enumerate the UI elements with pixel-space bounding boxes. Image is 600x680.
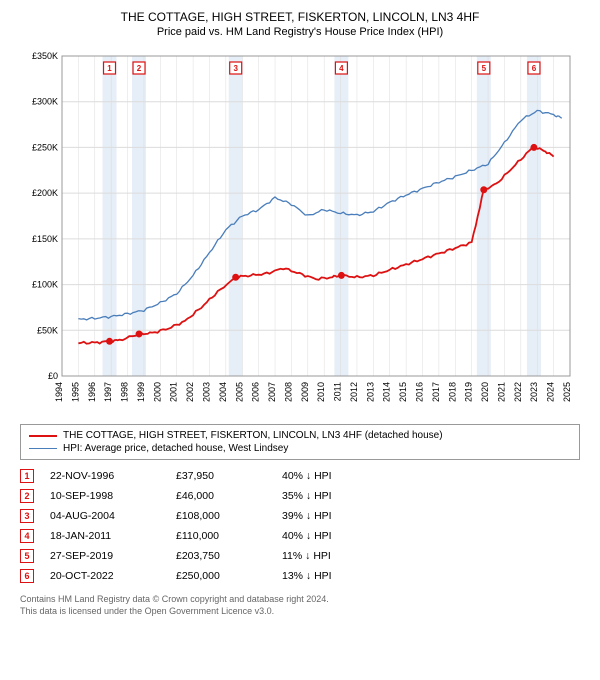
svg-text:2022: 2022 — [513, 382, 523, 402]
attribution: Contains HM Land Registry data © Crown c… — [20, 594, 580, 617]
sale-marker: 5 — [20, 549, 34, 563]
sale-diff: 35% ↓ HPI — [282, 490, 392, 502]
sale-date: 27-SEP-2019 — [50, 550, 160, 562]
sale-row: 5 27-SEP-2019 £203,750 11% ↓ HPI — [20, 546, 580, 566]
sale-marker: 6 — [20, 569, 34, 583]
svg-text:2014: 2014 — [382, 382, 392, 402]
sale-price: £108,000 — [176, 510, 266, 522]
svg-text:1999: 1999 — [136, 382, 146, 402]
svg-text:2017: 2017 — [431, 382, 441, 402]
svg-text:5: 5 — [482, 64, 487, 73]
sale-date: 10-SEP-1998 — [50, 490, 160, 502]
sale-marker: 3 — [20, 509, 34, 523]
svg-text:1997: 1997 — [103, 382, 113, 402]
svg-text:2018: 2018 — [447, 382, 457, 402]
svg-text:2001: 2001 — [169, 382, 179, 402]
sale-diff: 39% ↓ HPI — [282, 510, 392, 522]
svg-text:2006: 2006 — [251, 382, 261, 402]
svg-text:£250K: £250K — [32, 142, 58, 152]
sale-date: 04-AUG-2004 — [50, 510, 160, 522]
svg-text:2012: 2012 — [349, 382, 359, 402]
svg-text:£100K: £100K — [32, 280, 58, 290]
svg-text:2005: 2005 — [234, 382, 244, 402]
sale-date: 20-OCT-2022 — [50, 570, 160, 582]
chart-subtitle: Price paid vs. HM Land Registry's House … — [10, 26, 590, 38]
chart-area: 1 2 3 4 5 6 £0 £50K £100K £150K £200K £250K £300K £35… — [20, 46, 580, 416]
svg-text:2: 2 — [137, 64, 142, 73]
svg-text:2024: 2024 — [546, 382, 556, 402]
sale-price: £203,750 — [176, 550, 266, 562]
svg-text:3: 3 — [233, 64, 238, 73]
sale-price: £37,950 — [176, 470, 266, 482]
svg-text:1994: 1994 — [54, 382, 64, 402]
svg-text:1995: 1995 — [70, 382, 80, 402]
legend-item: THE COTTAGE, HIGH STREET, FISKERTON, LIN… — [29, 429, 571, 442]
legend-item: HPI: Average price, detached house, West… — [29, 442, 571, 455]
sale-date: 18-JAN-2011 — [50, 530, 160, 542]
svg-text:1: 1 — [107, 64, 112, 73]
svg-text:2015: 2015 — [398, 382, 408, 402]
svg-text:2003: 2003 — [201, 382, 211, 402]
sale-marker: 1 — [20, 469, 34, 483]
svg-text:1996: 1996 — [87, 382, 97, 402]
svg-text:2013: 2013 — [365, 382, 375, 402]
svg-text:2023: 2023 — [529, 382, 539, 402]
svg-text:£300K: £300K — [32, 97, 58, 107]
sale-row: 2 10-SEP-1998 £46,000 35% ↓ HPI — [20, 486, 580, 506]
sale-date: 22-NOV-1996 — [50, 470, 160, 482]
svg-text:2002: 2002 — [185, 382, 195, 402]
svg-text:6: 6 — [532, 64, 537, 73]
svg-text:2021: 2021 — [496, 382, 506, 402]
svg-text:£350K: £350K — [32, 51, 58, 61]
sale-price: £110,000 — [176, 530, 266, 542]
svg-text:2016: 2016 — [415, 382, 425, 402]
legend-label: HPI: Average price, detached house, West… — [63, 443, 288, 454]
svg-text:4: 4 — [339, 64, 344, 73]
svg-text:2011: 2011 — [333, 382, 343, 401]
sales-table: 1 22-NOV-1996 £37,950 40% ↓ HPI 2 10-SEP-1998… — [20, 466, 580, 586]
svg-text:2009: 2009 — [300, 382, 310, 402]
sale-diff: 11% ↓ HPI — [282, 550, 392, 562]
price-chart: 1 2 3 4 5 6 £0 £50K £100K £150K £200K £250K £300K £35… — [20, 46, 580, 416]
svg-text:2000: 2000 — [152, 382, 162, 402]
sale-marker: 2 — [20, 489, 34, 503]
sale-diff: 40% ↓ HPI — [282, 530, 392, 542]
svg-text:2010: 2010 — [316, 382, 326, 402]
sale-diff: 13% ↓ HPI — [282, 570, 392, 582]
svg-text:2004: 2004 — [218, 382, 228, 402]
sale-diff: 40% ↓ HPI — [282, 470, 392, 482]
svg-text:£150K: £150K — [32, 234, 58, 244]
legend-swatch — [29, 448, 57, 449]
legend: THE COTTAGE, HIGH STREET, FISKERTON, LIN… — [20, 424, 580, 460]
svg-text:£0: £0 — [48, 371, 58, 381]
sale-row: 1 22-NOV-1996 £37,950 40% ↓ HPI — [20, 466, 580, 486]
legend-label: THE COTTAGE, HIGH STREET, FISKERTON, LIN… — [63, 430, 443, 441]
sale-price: £250,000 — [176, 570, 266, 582]
sale-row: 3 04-AUG-2004 £108,000 39% ↓ HPI — [20, 506, 580, 526]
svg-text:2007: 2007 — [267, 382, 277, 402]
svg-text:2008: 2008 — [283, 382, 293, 402]
svg-text:£200K: £200K — [32, 188, 58, 198]
svg-text:2019: 2019 — [464, 382, 474, 402]
sale-price: £46,000 — [176, 490, 266, 502]
svg-text:2025: 2025 — [562, 382, 572, 402]
sale-marker: 4 — [20, 529, 34, 543]
chart-title: THE COTTAGE, HIGH STREET, FISKERTON, LIN… — [10, 10, 590, 24]
svg-text:1998: 1998 — [120, 382, 130, 402]
svg-text:£50K: £50K — [37, 325, 58, 335]
footer-line: Contains HM Land Registry data © Crown c… — [20, 594, 580, 606]
sale-row: 6 20-OCT-2022 £250,000 13% ↓ HPI — [20, 566, 580, 586]
sale-row: 4 18-JAN-2011 £110,000 40% ↓ HPI — [20, 526, 580, 546]
footer-line: This data is licensed under the Open Gov… — [20, 606, 580, 618]
legend-swatch — [29, 435, 57, 437]
svg-text:2020: 2020 — [480, 382, 490, 402]
